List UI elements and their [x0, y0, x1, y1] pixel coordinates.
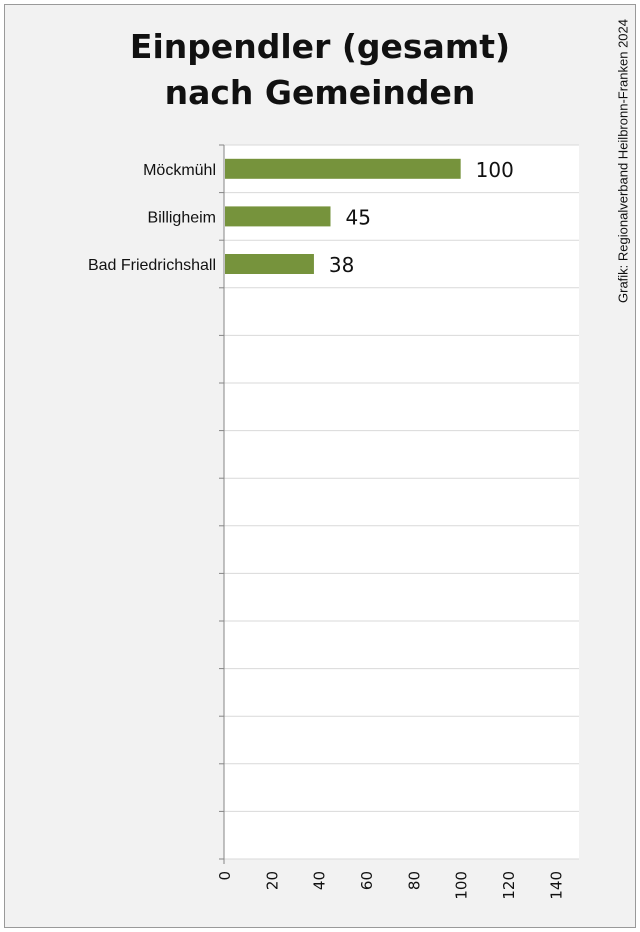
- category-label: Möckmühl: [143, 162, 216, 179]
- x-tick-label: 120: [500, 871, 518, 900]
- plot-area: [224, 145, 579, 859]
- category-label: Bad Friedrichshall: [88, 257, 216, 274]
- x-tick-label: 80: [405, 871, 423, 890]
- x-tick-label: 20: [263, 871, 281, 890]
- data-label: 45: [346, 205, 371, 229]
- x-tick-label: 100: [453, 871, 471, 900]
- x-tick-label: 60: [358, 871, 376, 890]
- chart-title: Einpendler (gesamt) nach Gemeinden: [0, 24, 640, 116]
- category-label: Billigheim: [148, 209, 216, 226]
- bar: [225, 254, 314, 274]
- x-tick-label: 140: [547, 871, 565, 900]
- bar: [225, 206, 331, 227]
- data-label: 38: [329, 253, 354, 277]
- chart-title-line-2: nach Gemeinden: [164, 73, 476, 112]
- x-tick-label: 40: [311, 871, 329, 890]
- x-tick-label: 0: [216, 871, 234, 881]
- chart-title-line-1: Einpendler (gesamt): [129, 27, 511, 66]
- data-label: 100: [476, 158, 514, 182]
- bar: [225, 158, 461, 179]
